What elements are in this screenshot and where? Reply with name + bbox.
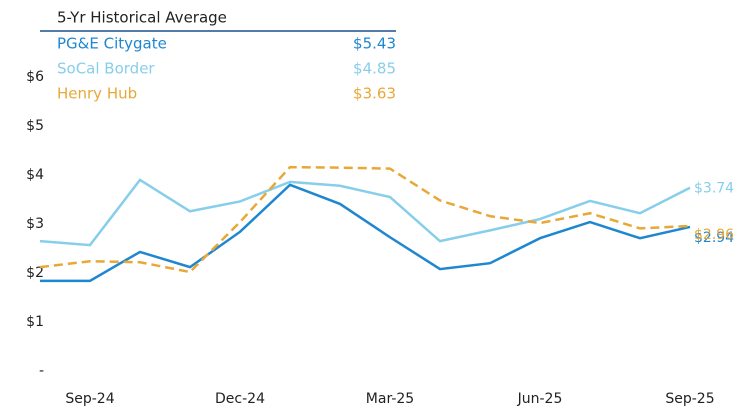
legend-label: SoCal Border xyxy=(57,60,155,78)
y-tick-label: $4 xyxy=(26,167,44,183)
y-tick-label: $6 xyxy=(26,69,44,85)
x-tick-label: Mar-25 xyxy=(366,391,414,407)
legend-average: $3.63 xyxy=(353,85,396,103)
y-tick-label: $3 xyxy=(26,216,44,232)
y-tick-label: $1 xyxy=(26,314,44,330)
series-line xyxy=(39,178,691,247)
series-line xyxy=(39,165,691,274)
data-label: $3.74 xyxy=(694,181,734,197)
legend-average: $5.43 xyxy=(353,35,396,53)
y-tick-label: $2 xyxy=(26,265,44,281)
series-line xyxy=(40,183,691,283)
y-tick-label: - xyxy=(39,363,44,379)
data-label: $2.96 xyxy=(694,227,734,243)
data-label: $2.94 xyxy=(694,230,734,246)
legend-average: $4.85 xyxy=(353,60,396,78)
x-tick-label: Jun-25 xyxy=(517,391,563,407)
y-tick-label: $5 xyxy=(26,118,44,134)
x-tick-label: Sep-24 xyxy=(65,391,114,407)
x-tick-label: Dec-24 xyxy=(215,391,265,407)
legend-title: 5-Yr Historical Average xyxy=(57,9,227,27)
x-tick-label: Sep-25 xyxy=(665,391,714,407)
legend-label: Henry Hub xyxy=(57,85,137,103)
legend-label: PG&E Citygate xyxy=(57,35,167,53)
